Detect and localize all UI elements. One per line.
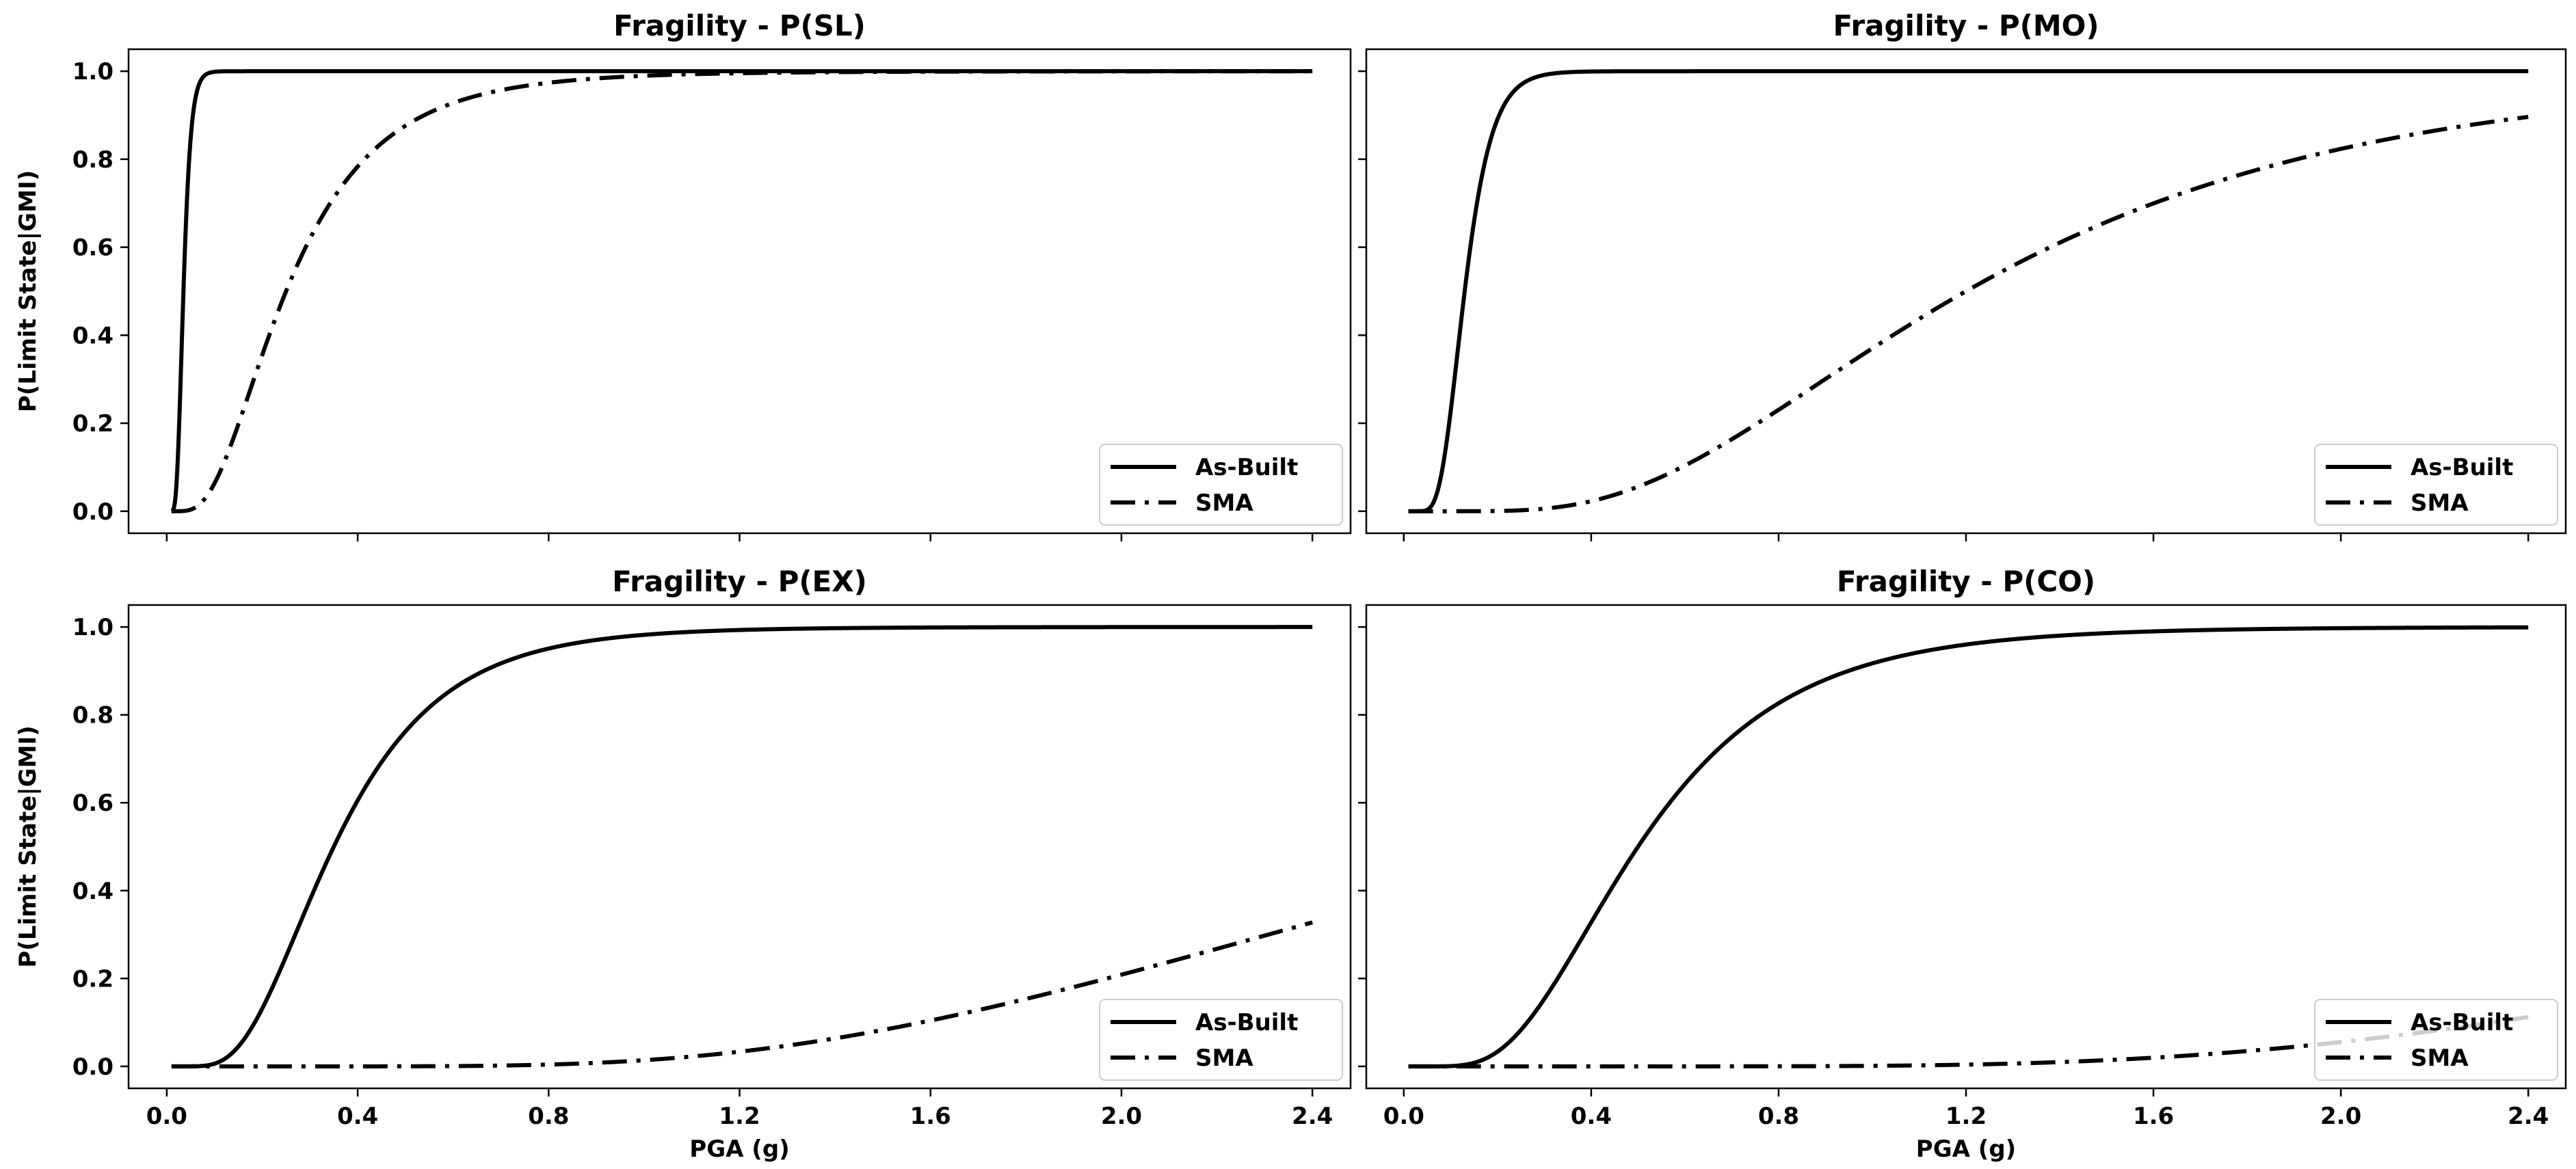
x-tick-label: 2.4	[1292, 1103, 1333, 1130]
panel-4: Fragility - P(CO) 0.0 0.4 0.8 1.2 1.6 2.0 2.4 PG…	[1358, 565, 2567, 1163]
panel-3: Fragility - P(EX) 0.0 0.2 0.4 0.6 0.8 1.0 0.0 0.…	[14, 565, 1352, 1163]
x-tick-label: 0.4	[337, 1103, 378, 1130]
y-tick-label: 1.0	[72, 614, 114, 641]
series-line-sma	[170, 920, 1314, 1069]
legend-label: SMA	[1195, 1045, 1253, 1072]
panel-2: Fragility - P(MO) As-Built SMA	[1358, 9, 2567, 541]
legend: As-Built SMA	[1099, 999, 1343, 1081]
panel-title: Fragility - P(EX)	[612, 565, 867, 598]
y-tick-label: 0.0	[72, 1053, 114, 1081]
x-tick-label: 0.0	[146, 1103, 187, 1130]
legend-label: As-Built	[2411, 454, 2513, 481]
x-axis-label: PGA (g)	[689, 1136, 789, 1163]
series-line-as-built	[170, 625, 1314, 1069]
y-tick-label: 0.8	[72, 146, 114, 174]
legend-label: SMA	[2411, 1045, 2469, 1072]
x-tick-label: 0.8	[1758, 1103, 1799, 1130]
y-tick-label: 0.2	[72, 965, 114, 993]
legend-label: SMA	[2411, 489, 2469, 517]
panel-1: Fragility - P(SL) 0.0 0.2 0.4 0.6 0.8 1.0 P(Lim…	[14, 9, 1352, 541]
x-tick-label: 0.0	[1383, 1103, 1424, 1130]
x-tick-label: 1.2	[1946, 1103, 1987, 1130]
x-axis-label: PGA (g)	[1916, 1136, 2016, 1163]
y-axis-label: P(Limit State|GMI)	[14, 170, 42, 412]
series-line-as-built	[170, 69, 1314, 513]
y-tick-label: 1.0	[72, 58, 114, 85]
legend-box	[1099, 999, 1343, 1081]
legend: As-Built SMA	[2314, 444, 2558, 526]
y-tick-label: 0.6	[72, 790, 114, 817]
x-tick-label: 0.8	[528, 1103, 569, 1130]
y-tick-label: 0.0	[72, 498, 114, 526]
y-tick-label: 0.2	[72, 410, 114, 438]
x-tick-label: 2.0	[2320, 1103, 2361, 1130]
x-tick-label: 2.4	[2508, 1103, 2549, 1130]
y-axis-label: P(Limit State|GMI)	[14, 725, 42, 967]
legend-label: As-Built	[2411, 1009, 2513, 1036]
series-line-as-built	[1407, 625, 2530, 1069]
legend-label: SMA	[1195, 489, 1253, 517]
x-tick-label: 1.2	[719, 1103, 760, 1130]
legend-label: As-Built	[1195, 1009, 1298, 1036]
legend: As-Built SMA	[2314, 999, 2558, 1081]
x-tick-label: 2.0	[1101, 1103, 1142, 1130]
y-tick-label: 0.4	[72, 322, 114, 349]
x-tick-label: 0.4	[1571, 1103, 1612, 1130]
x-tick-label: 1.6	[2133, 1103, 2174, 1130]
legend: As-Built SMA	[1099, 444, 1343, 526]
panel-title: Fragility - P(CO)	[1837, 565, 2095, 598]
y-tick-label: 0.6	[72, 234, 114, 262]
x-tick-label: 1.6	[910, 1103, 951, 1130]
legend-box	[2314, 444, 2558, 526]
panel-title: Fragility - P(MO)	[1833, 9, 2099, 42]
series-line-sma	[1407, 115, 2530, 513]
legend-label: As-Built	[1195, 454, 1298, 481]
y-tick-label: 0.4	[72, 878, 114, 905]
y-tick-label: 0.8	[72, 702, 114, 729]
series-line-as-built	[1407, 69, 2530, 513]
legend-box	[1099, 444, 1343, 526]
panel-title: Fragility - P(SL)	[613, 9, 866, 42]
legend-box	[2314, 999, 2558, 1081]
